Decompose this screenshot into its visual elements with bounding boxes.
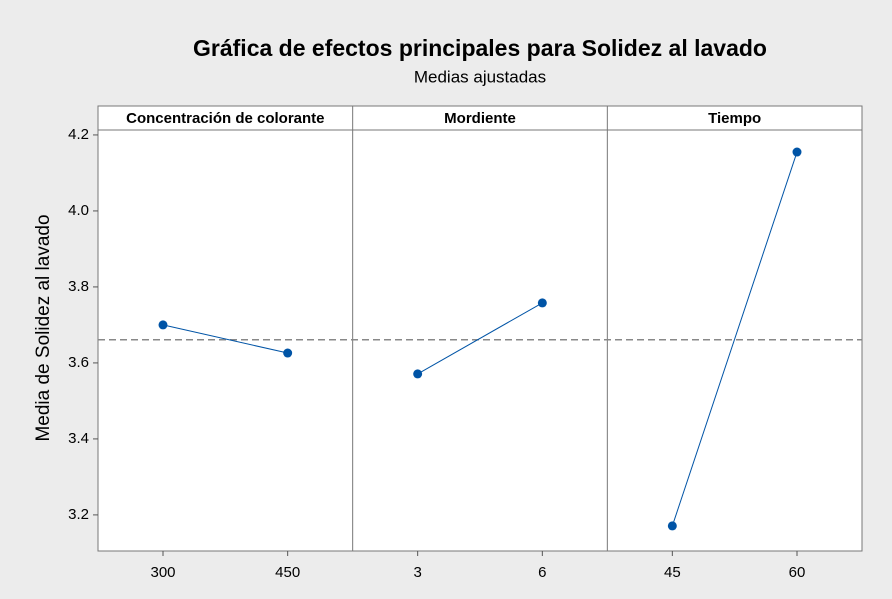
- x-tick-label: 60: [789, 564, 806, 581]
- plot-area: [97, 105, 863, 552]
- effect-line: [671, 151, 798, 527]
- panel-title: Concentración de colorante: [126, 110, 324, 127]
- x-tick-label: 6: [538, 564, 546, 581]
- chart-subtitle: Medias ajustadas: [414, 67, 546, 86]
- y-tick-label: 4.0: [68, 202, 89, 219]
- y-tick-label: 3.2: [68, 506, 89, 523]
- panel-title: Tiempo: [708, 110, 761, 127]
- x-tick-label: 45: [664, 564, 681, 581]
- y-tick-label: 3.4: [68, 430, 89, 447]
- effect-point: [413, 369, 423, 379]
- chart-title: Gráfica de efectos principales para Soli…: [193, 35, 767, 61]
- effect-point: [667, 521, 677, 531]
- y-axis-label: Media de Solidez al lavado: [33, 214, 54, 441]
- effect-point: [158, 320, 168, 330]
- y-tick-label: 3.6: [68, 354, 89, 371]
- x-tick-label: 450: [275, 564, 300, 581]
- effect-line: [417, 302, 543, 375]
- x-tick-label: 300: [150, 564, 175, 581]
- panel-title: Mordiente: [444, 110, 516, 127]
- y-tick-label: 4.2: [68, 126, 89, 143]
- effect-point: [537, 298, 547, 308]
- y-tick-label: 3.8: [68, 278, 89, 295]
- x-tick-label: 3: [413, 564, 421, 581]
- effect-point: [792, 147, 802, 157]
- effect-line: [162, 324, 288, 354]
- effect-point: [283, 348, 293, 358]
